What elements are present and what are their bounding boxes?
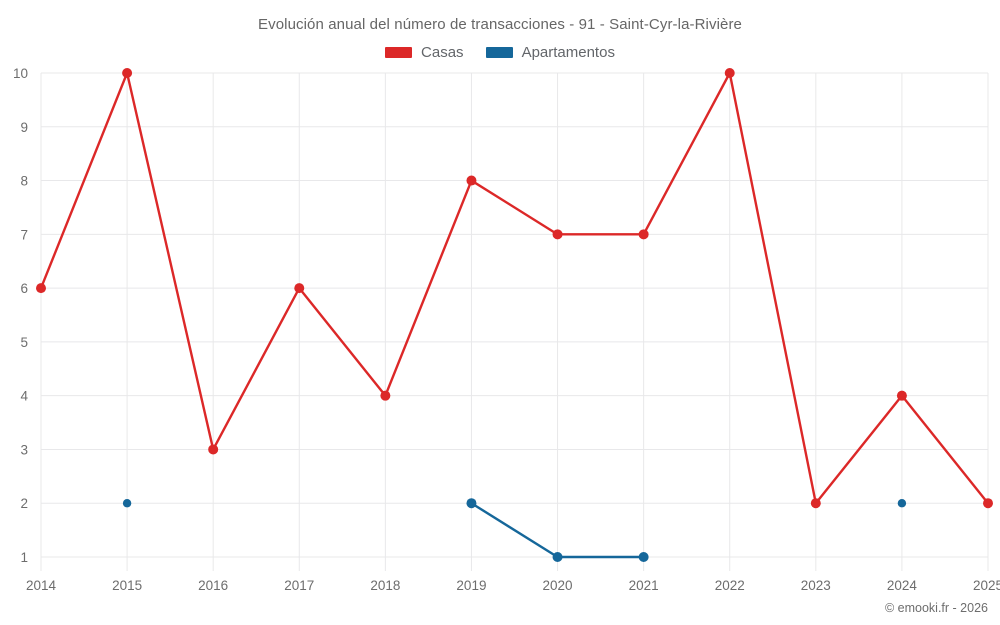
y-axis-tick-label: 3 xyxy=(20,442,28,457)
x-axis-tick-label: 2015 xyxy=(112,578,142,593)
y-axis-tick-label: 10 xyxy=(13,66,28,81)
footer-credit: © emooki.fr - 2026 xyxy=(884,601,988,615)
y-axis-tick-label: 9 xyxy=(20,120,28,135)
chart-title: Evolución anual del número de transaccio… xyxy=(258,16,742,33)
x-axis-tick-label: 2014 xyxy=(26,578,57,593)
y-axis-tick-label: 2 xyxy=(20,496,28,511)
data-point-marker[interactable] xyxy=(122,68,133,78)
grid-lines xyxy=(40,72,989,571)
legend-label-casas: Casas xyxy=(421,44,464,61)
data-point-marker[interactable] xyxy=(380,390,391,401)
data-point-marker[interactable] xyxy=(36,283,46,294)
data-point-marker[interactable] xyxy=(466,175,477,186)
x-axis-tick-label: 2021 xyxy=(629,578,659,593)
chart-legend: Casas Apartamentos xyxy=(0,44,1000,61)
x-axis-tick-label: 2025 xyxy=(973,578,1000,593)
data-point-marker[interactable] xyxy=(638,552,649,562)
x-axis-tick-label: 2017 xyxy=(284,578,314,593)
series-apartamentos xyxy=(122,498,907,562)
data-point-marker[interactable] xyxy=(466,498,477,509)
y-axis-tick-label: 5 xyxy=(20,335,28,350)
legend-item-casas[interactable]: Casas xyxy=(385,44,464,61)
y-axis-tick-label: 1 xyxy=(20,550,28,565)
legend-item-apartamentos[interactable]: Apartamentos xyxy=(485,44,615,61)
legend-swatch-blue-icon xyxy=(485,47,513,58)
data-point-marker[interactable] xyxy=(208,444,219,455)
x-axis-tick-label: 2016 xyxy=(198,578,228,593)
data-point-marker[interactable] xyxy=(896,390,907,401)
data-point-marker[interactable] xyxy=(294,283,305,294)
data-point-marker[interactable] xyxy=(983,498,993,509)
data-point-marker[interactable] xyxy=(897,499,907,508)
legend-label-apartamentos: Apartamentos xyxy=(521,44,615,61)
x-axis-tick-label: 2020 xyxy=(543,578,573,593)
y-axis-tick-label: 8 xyxy=(20,174,28,189)
y-axis-tick-label: 4 xyxy=(20,389,28,404)
series-casas xyxy=(36,68,993,509)
x-axis-tick-label: 2023 xyxy=(801,578,831,593)
data-series-layer xyxy=(36,68,993,562)
x-axis-tick-label: 2019 xyxy=(456,578,486,593)
x-axis-tick-label: 2018 xyxy=(370,578,400,593)
data-point-marker[interactable] xyxy=(810,498,821,509)
data-point-marker[interactable] xyxy=(638,229,649,240)
x-axis-tick-label: 2024 xyxy=(887,578,918,593)
data-point-marker[interactable] xyxy=(122,499,132,508)
y-axis-tick-label: 7 xyxy=(20,227,28,242)
y-axis-tick-labels: 1 2 3 4 5 6 7 8 9 10 xyxy=(13,66,29,565)
data-point-marker[interactable] xyxy=(552,552,563,562)
series-line xyxy=(39,71,990,505)
data-point-marker[interactable] xyxy=(552,229,563,240)
data-point-marker[interactable] xyxy=(724,68,735,78)
x-axis-tick-labels: 2014 2015 2016 2017 2018 2019 2020 2021 2022 2023… xyxy=(26,578,1000,593)
legend-swatch-red-icon xyxy=(385,47,413,58)
y-axis-tick-label: 6 xyxy=(20,281,28,296)
x-axis-tick-label: 2022 xyxy=(715,578,745,593)
